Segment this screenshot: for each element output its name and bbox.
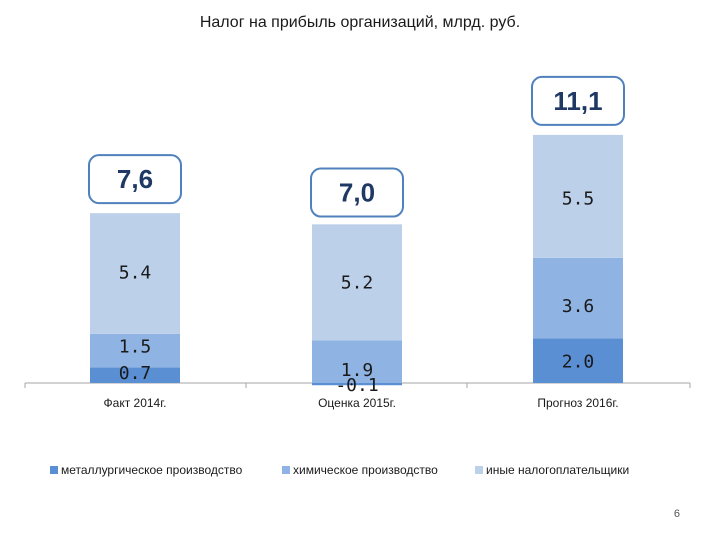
data-label: 1.9 — [341, 360, 374, 381]
data-label: 5.4 — [119, 262, 152, 283]
legend-label: металлургическое производство — [61, 463, 243, 477]
legend-swatch — [475, 466, 483, 474]
data-label: 0.7 — [119, 363, 152, 384]
data-label: 5.2 — [341, 272, 374, 293]
legend-swatch — [282, 466, 290, 474]
data-label: 5.5 — [562, 188, 595, 209]
category-label: Прогноз 2016г. — [537, 396, 618, 410]
chart-title: Налог на прибыль организаций, млрд. руб. — [199, 14, 521, 31]
bar-other — [90, 213, 180, 334]
bar-metallurgy — [90, 367, 180, 383]
legend-label: иные налогоплательщики — [486, 463, 629, 477]
data-label: 1.5 — [119, 337, 152, 358]
bar-chemical — [90, 333, 180, 368]
data-label: 2.0 — [562, 352, 595, 373]
data-label: 3.6 — [562, 296, 595, 317]
total-callout — [531, 75, 625, 126]
total-callout — [88, 154, 182, 205]
bar-chemical — [533, 257, 623, 339]
total-label: 7,6 — [117, 164, 153, 194]
page-number: 6 — [673, 508, 680, 520]
bar-other — [533, 134, 623, 258]
bar-metallurgy — [533, 338, 623, 383]
data-label: -0.1 — [335, 375, 378, 396]
category-label: Факт 2014г. — [104, 396, 167, 410]
bar-other — [312, 224, 402, 341]
category-label: Оценка 2015г. — [318, 396, 396, 410]
bar-chemical — [312, 340, 402, 383]
legend-label: химическое производство — [293, 463, 438, 477]
total-label: 7,0 — [339, 178, 375, 208]
total-callout — [310, 167, 404, 218]
bar-metallurgy — [312, 383, 402, 386]
legend-swatch — [50, 466, 58, 474]
total-label: 11,1 — [553, 86, 602, 116]
